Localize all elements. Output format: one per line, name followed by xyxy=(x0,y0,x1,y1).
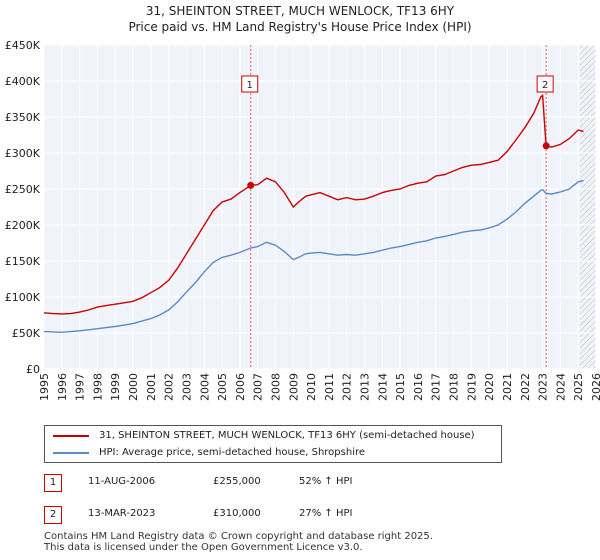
transaction-price: £310,000 xyxy=(213,508,261,519)
footer-copyright: Contains HM Land Registry data © Crown c… xyxy=(44,531,433,542)
y-tick-label: £300K xyxy=(5,147,41,160)
x-tick-label: 2026 xyxy=(590,373,600,401)
legend: 31, SHEINTON STREET, MUCH WENLOCK, TF13 … xyxy=(44,425,502,463)
y-tick-label: £200K xyxy=(5,219,41,232)
x-tick-label: 1995 xyxy=(38,373,51,401)
y-tick-label: £350K xyxy=(5,111,41,124)
x-tick-label: 2010 xyxy=(305,373,318,401)
series-line-hpi xyxy=(43,179,584,334)
transaction-date: 13-MAR-2023 xyxy=(88,508,156,519)
x-tick-label: 2009 xyxy=(287,373,300,401)
price-chart: £0 £50K £100K £150K £200K £250K £300K £350K £400… xyxy=(5,39,600,401)
x-tick-label: 2006 xyxy=(234,373,247,401)
x-tick-label: 2023 xyxy=(537,373,550,401)
y-tick-label: £450K xyxy=(5,39,41,52)
legend-swatch-hpi xyxy=(53,452,89,454)
y-tick-label: £250K xyxy=(5,183,41,196)
transaction-price: £255,000 xyxy=(213,476,261,487)
y-tick-label: £400K xyxy=(5,75,41,88)
annotation-badge-1 xyxy=(241,75,259,93)
y-tick-label: £0 xyxy=(26,363,40,376)
series-line-property xyxy=(43,94,584,315)
legend-label-hpi: HPI: Average price, semi-detached house,… xyxy=(99,447,366,458)
x-tick-label: 2000 xyxy=(127,373,140,401)
x-tick-label: 2007 xyxy=(252,373,265,401)
transaction-date: 11-AUG-2006 xyxy=(88,476,156,487)
x-tick-label: 2011 xyxy=(323,373,336,401)
annotation-badge-label-1: 1 xyxy=(247,80,253,91)
forecast-hatch xyxy=(579,45,596,369)
legend-swatch-property xyxy=(53,435,89,437)
sale-point-2 xyxy=(542,142,550,150)
x-tick-label: 2008 xyxy=(269,373,282,401)
x-tick-label: 2002 xyxy=(163,373,176,401)
x-tick-label: 2003 xyxy=(180,373,193,401)
transaction-badge: 1 xyxy=(44,474,62,492)
chart-title: 31, SHEINTON STREET, MUCH WENLOCK, TF13 … xyxy=(145,4,455,18)
transaction-badge: 2 xyxy=(44,506,62,524)
x-tick-label: 2020 xyxy=(483,373,496,401)
x-tick-label: 2024 xyxy=(554,373,567,401)
annotation-badge-2 xyxy=(536,75,554,93)
x-tick-label: 2004 xyxy=(198,373,211,401)
x-tick-label: 2025 xyxy=(572,373,585,401)
y-tick-label: £100K xyxy=(5,291,41,304)
footer-licence: This data is licensed under the Open Gov… xyxy=(44,542,363,553)
x-tick-label: 2021 xyxy=(501,373,514,401)
x-tick-label: 2015 xyxy=(394,373,407,401)
y-tick-label: £150K xyxy=(5,255,41,268)
x-tick-label: 1999 xyxy=(109,373,122,401)
x-tick-label: 2017 xyxy=(430,373,443,401)
transaction-hpi-change: 27% ↑ HPI xyxy=(299,508,353,519)
x-tick-label: 2018 xyxy=(448,373,461,401)
footer: Contains HM Land Registry data © Crown c… xyxy=(44,531,433,553)
legend-label-property: 31, SHEINTON STREET, MUCH WENLOCK, TF13 … xyxy=(99,430,475,441)
x-tick-label: 2022 xyxy=(519,373,532,401)
x-tick-label: 1998 xyxy=(91,373,104,401)
x-tick-label: 1997 xyxy=(74,373,87,401)
x-tick-label: 2016 xyxy=(412,373,425,401)
annotation-badge-label-2: 2 xyxy=(542,80,548,91)
x-tick-label: 2001 xyxy=(145,373,158,401)
x-tick-label: 2013 xyxy=(359,373,372,401)
plot-background xyxy=(44,45,596,369)
transaction-hpi-change: 52% ↑ HPI xyxy=(299,476,353,487)
x-tick-label: 2005 xyxy=(216,373,229,401)
chart-subtitle: Price paid vs. HM Land Registry's House … xyxy=(128,20,472,34)
sale-point-1 xyxy=(247,181,255,189)
y-tick-label: £50K xyxy=(12,327,41,340)
x-tick-label: 2019 xyxy=(465,373,478,401)
x-tick-label: 1996 xyxy=(56,373,69,401)
x-tick-label: 2014 xyxy=(376,373,389,401)
x-tick-label: 2012 xyxy=(341,373,354,401)
